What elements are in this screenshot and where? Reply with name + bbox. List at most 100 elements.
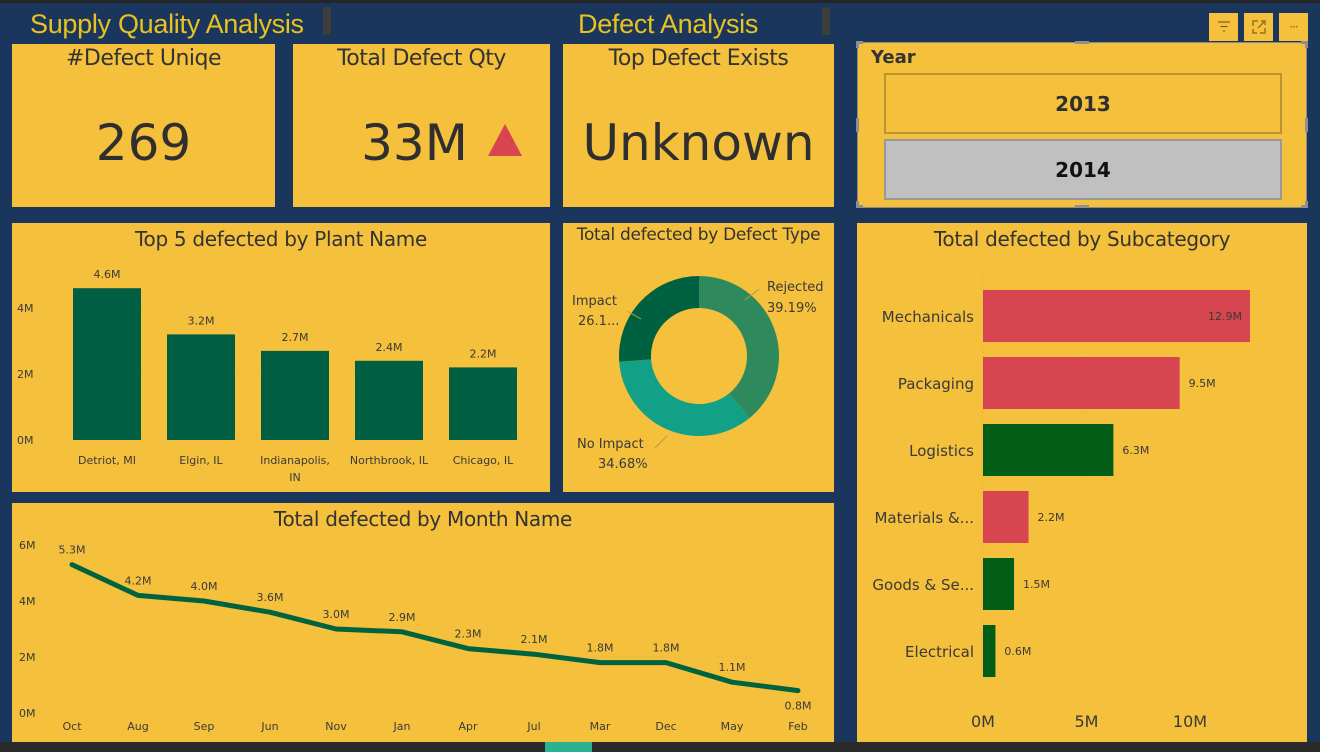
x-tick-label: Dec bbox=[655, 720, 676, 733]
bar bbox=[983, 357, 1180, 409]
kpi-card-total-defect-qty[interactable]: Total Defect Qty 33M bbox=[293, 44, 550, 207]
month-chart-card[interactable]: Total defected by Month Name 0M 2M 4M 6M 5.3… bbox=[12, 503, 834, 742]
bar bbox=[983, 424, 1114, 476]
month-line-chart: 0M 2M 4M 6M 5.3M Oct 4.2M Aug 4.0M Sep 3.6M Jun 3.0M… bbox=[19, 539, 824, 733]
more-options-button[interactable]: ··· bbox=[1279, 13, 1308, 41]
x-tick-label: Sep bbox=[194, 720, 215, 733]
y-tick-label: 0M bbox=[19, 707, 36, 720]
data-label: 3.2M bbox=[188, 314, 215, 327]
data-label: 9.5M bbox=[1189, 377, 1216, 390]
x-tick-label: Jul bbox=[526, 720, 540, 733]
kpi-value-row: 33M bbox=[293, 114, 550, 172]
slice-value: 26.1... bbox=[578, 314, 619, 329]
y-tick-label: 2M bbox=[17, 368, 34, 381]
chart-title: Total defected by Month Name bbox=[273, 507, 573, 531]
y-tick-label: Materials &... bbox=[874, 509, 974, 527]
defect-type-chart-card[interactable]: Total defected by Defect Type Rejected 39… bbox=[563, 223, 834, 492]
bar bbox=[449, 367, 517, 440]
data-label: 0.8M bbox=[785, 700, 812, 713]
resize-handle[interactable] bbox=[856, 41, 863, 44]
data-label: 2.2M bbox=[470, 347, 497, 360]
page-title-supply-quality: Supply Quality Analysis bbox=[30, 9, 304, 39]
x-tick-label: May bbox=[721, 720, 744, 733]
kpi-value: 33M bbox=[361, 114, 468, 172]
page-title-defect-analysis: Defect Analysis bbox=[578, 9, 759, 39]
bar bbox=[167, 334, 235, 440]
chart-title: Top 5 defected by Plant Name bbox=[135, 227, 427, 251]
data-label: 1.8M bbox=[587, 642, 614, 655]
kpi-card-top-defect-exists[interactable]: Top Defect Exists Unknown bbox=[563, 44, 834, 207]
resize-handle[interactable] bbox=[1305, 41, 1308, 48]
y-tick-label: 4M bbox=[17, 302, 34, 315]
resize-handle[interactable] bbox=[1075, 205, 1089, 208]
chart-title: Total defected by Subcategory bbox=[933, 227, 1231, 251]
x-tick-label: Indianapolis, bbox=[260, 454, 330, 467]
data-label: 3.6M bbox=[257, 591, 284, 604]
y-tick-label: Electrical bbox=[905, 643, 974, 661]
slice-value: 39.19% bbox=[767, 301, 817, 316]
x-tick-label: Feb bbox=[788, 720, 807, 733]
page-tab-active[interactable] bbox=[545, 742, 592, 752]
window-top-edge bbox=[0, 0, 1320, 3]
y-tick-label: Logistics bbox=[909, 442, 974, 460]
data-label: 6.3M bbox=[1122, 444, 1149, 457]
data-label: 1.1M bbox=[719, 661, 746, 674]
data-label: 4.2M bbox=[125, 574, 152, 587]
resize-handle[interactable] bbox=[856, 41, 859, 48]
data-label: 2.7M bbox=[282, 331, 309, 344]
kpi-card-defect-unique[interactable]: #Defect Uniqe 269 bbox=[12, 44, 275, 207]
chart-title: Total defected by Defect Type bbox=[576, 225, 821, 245]
slicer-option-2014[interactable]: 2014 bbox=[884, 139, 1282, 200]
y-tick-label: 6M bbox=[19, 539, 36, 552]
filter-button[interactable] bbox=[1209, 13, 1238, 41]
data-label: 12.9M bbox=[1208, 310, 1242, 323]
x-tick-label: Northbrook, IL bbox=[350, 454, 429, 467]
resize-handle[interactable] bbox=[1305, 201, 1308, 208]
slice-label: Rejected bbox=[767, 280, 824, 295]
bar bbox=[355, 360, 423, 440]
y-tick-label: 0M bbox=[17, 434, 34, 447]
subcategory-chart-card[interactable]: Total defected by Subcategory 0M 5M 10M Mec… bbox=[857, 223, 1307, 742]
resize-handle[interactable] bbox=[1301, 41, 1308, 44]
more-options-icon: ··· bbox=[1289, 20, 1299, 34]
x-tick-label: Oct bbox=[62, 720, 82, 733]
focus-mode-button[interactable] bbox=[1244, 13, 1273, 41]
slicer-option-2013[interactable]: 2013 bbox=[884, 73, 1282, 134]
up-triangle-icon bbox=[487, 124, 522, 156]
plant-bar-chart: 0M 2M 4M 4.6M Detriot, MI 3.2M Elgin, IL 2.7M In… bbox=[17, 268, 540, 484]
data-label: 4.0M bbox=[191, 580, 218, 593]
slicer-label: Year bbox=[871, 47, 916, 68]
data-label: 2.2M bbox=[1038, 511, 1065, 524]
donut-slice bbox=[619, 359, 750, 436]
plant-chart-card[interactable]: Top 5 defected by Plant Name 0M 2M 4M 4.6M D… bbox=[12, 223, 550, 492]
x-tick-label: 10M bbox=[1173, 712, 1207, 731]
donut-slice bbox=[619, 276, 699, 362]
subcategory-bar-chart: 0M 5M 10M Mechanicals 12.9M Packaging 9.5M Logi… bbox=[872, 268, 1251, 731]
x-tick-label: Chicago, IL bbox=[453, 454, 514, 467]
year-slicer[interactable]: Year 2013 2014 bbox=[858, 43, 1306, 207]
defect-type-donut-chart: Rejected 39.19% No Impact 34.68% Impact 26.1.… bbox=[572, 276, 824, 472]
data-label: 2.3M bbox=[455, 628, 482, 641]
data-label: 2.9M bbox=[389, 611, 416, 624]
page-tabs-strip bbox=[0, 742, 1320, 752]
y-tick-label: Mechanicals bbox=[882, 308, 974, 326]
leader-line bbox=[654, 435, 668, 449]
y-tick-label: Goods & Se... bbox=[872, 576, 974, 594]
x-tick-label: Mar bbox=[590, 720, 611, 733]
data-label: 1.8M bbox=[653, 642, 680, 655]
resize-handle[interactable] bbox=[1301, 205, 1308, 208]
resize-handle[interactable] bbox=[1075, 41, 1089, 44]
kpi-value: Unknown bbox=[582, 114, 815, 172]
x-tick-label: 5M bbox=[1075, 712, 1099, 731]
resize-handle[interactable] bbox=[856, 201, 859, 208]
resize-handle[interactable] bbox=[856, 118, 859, 132]
x-tick-label: Detriot, MI bbox=[78, 454, 136, 467]
donut-slice bbox=[699, 276, 779, 419]
focus-mode-icon bbox=[1251, 20, 1266, 34]
resize-handle[interactable] bbox=[1305, 118, 1308, 132]
leader-line bbox=[744, 288, 760, 301]
x-tick-label: Aug bbox=[127, 720, 148, 733]
x-tick-label: Nov bbox=[325, 720, 347, 733]
y-tick-label: 4M bbox=[19, 595, 36, 608]
resize-handle[interactable] bbox=[856, 205, 863, 208]
